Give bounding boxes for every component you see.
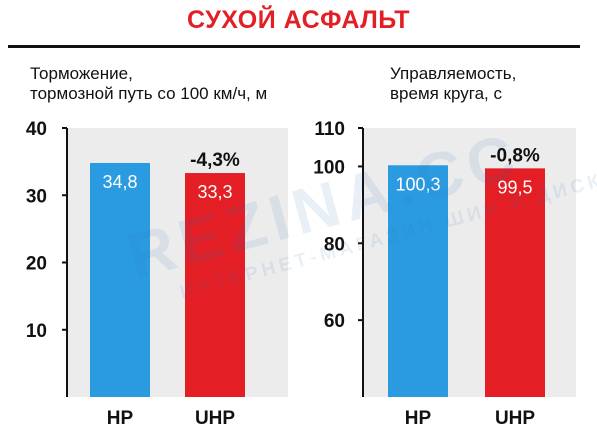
handling-bar-hp [388, 165, 448, 397]
handling-y-tick-label: 100 [313, 157, 345, 178]
braking-title-line1: Торможение, [30, 64, 133, 83]
braking-y-tick-label: 40 [26, 119, 47, 140]
handling-chart-title: Управляемость, время круга, с [390, 64, 516, 104]
braking-y-tick-label: 10 [26, 321, 47, 342]
handling-value-label-hp: 100,3 [395, 174, 440, 194]
braking-category-label-uhp: UHP [195, 408, 235, 429]
braking-title-line2: тормозной путь со 100 км/ч, м [30, 84, 268, 103]
title-divider [8, 45, 580, 48]
handling-y-tick-label: 80 [324, 234, 345, 255]
braking-value-label-uhp: 33,3 [197, 182, 232, 202]
braking-difference-annotation: -4,3% [190, 150, 240, 171]
handling-y-tick-label: 60 [324, 311, 345, 332]
handling-value-label-uhp: 99,5 [497, 177, 532, 197]
handling-y-tick-label: 110 [314, 119, 345, 140]
handling-title-line2: время круга, с [390, 84, 502, 103]
handling-title-line1: Управляемость, [390, 64, 517, 83]
handling-difference-annotation: -0,8% [490, 145, 540, 166]
braking-bar-hp [90, 162, 150, 397]
braking-bar-uhp [185, 173, 245, 397]
braking-value-label-hp: 34,8 [102, 172, 137, 192]
handling-category-label-hp: HP [405, 408, 432, 429]
handling-bar-uhp [485, 168, 545, 397]
handling-category-label-uhp: UHP [495, 408, 535, 429]
chart-main-title: СУХОЙ АСФАЛЬТ [187, 6, 410, 34]
braking-y-tick-label: 30 [26, 186, 47, 207]
braking-category-label-hp: HP [107, 408, 134, 429]
braking-chart-title: Торможение, тормозной путь со 100 км/ч, … [30, 64, 267, 104]
braking-y-tick-label: 20 [26, 254, 47, 275]
